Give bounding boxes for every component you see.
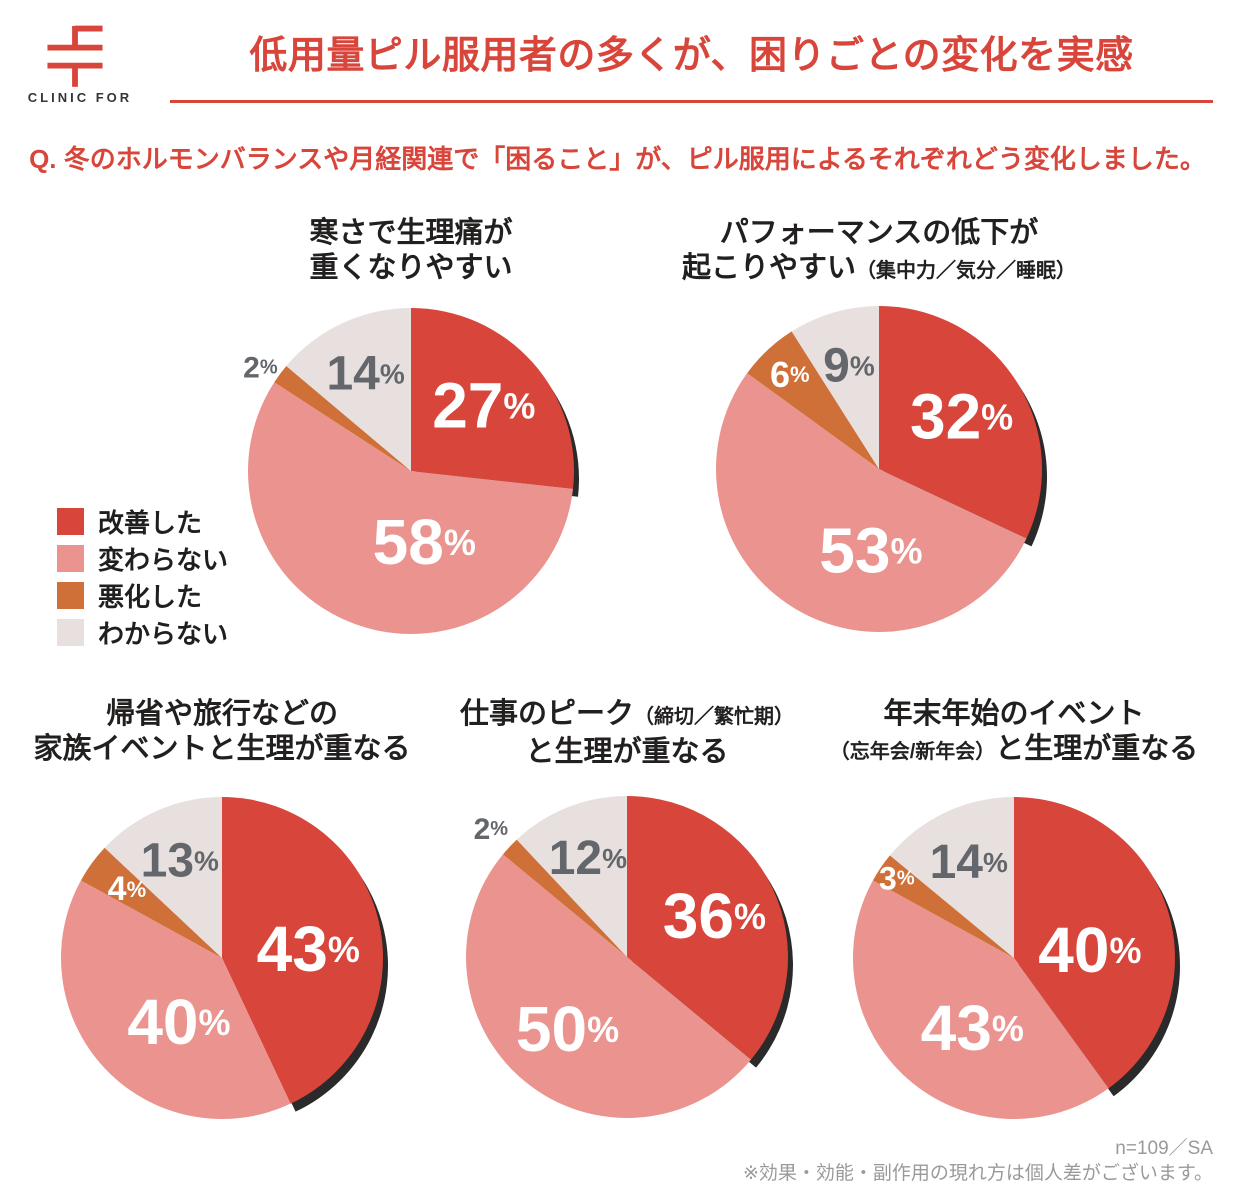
clinic-for-logo: CLINIC FOR bbox=[25, 14, 135, 109]
pie-slice-improved bbox=[1014, 797, 1175, 1089]
pie-title-text: （忘年会/新年会） bbox=[829, 741, 996, 763]
pie-slice-worsened bbox=[872, 855, 1014, 958]
legend-item-unknown: わからない bbox=[57, 614, 228, 651]
pie-slice-worsened bbox=[747, 331, 879, 469]
pie-title-text: 帰省や旅行などの bbox=[105, 698, 338, 730]
pie-value-label-worsened: 3% bbox=[879, 860, 915, 896]
pie-slice-improved bbox=[222, 797, 384, 1104]
pie-value-label-unchanged: 58% bbox=[373, 506, 476, 578]
pie-value-label-unchanged: 53% bbox=[819, 514, 922, 586]
question-text: Q. 冬のホルモンバランスや月経関連で「困ること」が、ピル服用によるそれぞれどう… bbox=[29, 144, 1206, 174]
legend-swatch-improved bbox=[57, 508, 84, 535]
pie-value-label-worsened: 6% bbox=[770, 353, 810, 394]
legend-label: 改善した bbox=[98, 508, 203, 538]
legend-item-unchanged: 変わらない bbox=[57, 540, 228, 577]
pie-slice-worsened bbox=[502, 839, 627, 957]
pie-slice-unknown bbox=[286, 308, 411, 471]
pie-slice-unchanged bbox=[852, 880, 1109, 1119]
pie-value-label-worsened: 2% bbox=[474, 813, 509, 846]
pie-value-label-improved: 36% bbox=[663, 880, 766, 952]
legend-item-improved: 改善した bbox=[57, 503, 228, 540]
pie-slice-worsened bbox=[80, 847, 222, 958]
pie-title: 帰省や旅行などの 家族イベントと生理が重なる bbox=[12, 697, 432, 767]
pie-slice-unknown bbox=[889, 797, 1014, 958]
pie-chart: 40%43% 3% 14% bbox=[852, 797, 1180, 1119]
title-underline-divider bbox=[170, 100, 1213, 103]
legend: 改善した 変わらない 悪化した わからない bbox=[57, 503, 228, 651]
pie-value-label-unknown: 12% bbox=[549, 832, 627, 885]
pie-value-label-unknown: 14% bbox=[930, 835, 1008, 888]
pie-slice-unchanged bbox=[60, 880, 291, 1119]
pie-value-label-improved: 43% bbox=[257, 913, 360, 985]
pie-title-text: 起こりやすい bbox=[681, 252, 856, 284]
pie-value-label-worsened: 4% bbox=[108, 870, 146, 908]
brand-name: CLINIC FOR bbox=[27, 90, 133, 105]
pie-title: 寒さで生理痛が 重くなりやすい bbox=[201, 216, 621, 286]
pie-value-label-worsened: 2% bbox=[243, 351, 278, 384]
page-title: 低用量ピル服用者の多くが、困りごとの変化を実感 bbox=[249, 35, 1134, 77]
legend-swatch-unchanged bbox=[57, 545, 84, 572]
pie-value-label-unchanged: 50% bbox=[516, 993, 619, 1065]
pie-value-label-improved: 27% bbox=[432, 370, 535, 442]
pie-value-label-unknown: 9% bbox=[823, 339, 875, 392]
legend-label: 変わらない bbox=[98, 545, 229, 575]
pie-chart: 27% 58% 2% 14% bbox=[243, 308, 579, 635]
pie-value-label-unknown: 13% bbox=[141, 834, 219, 887]
pie-value-label-improved: 40% bbox=[1038, 914, 1141, 986]
disclaimer-note: ※効果・効能・副作用の現れ方は個人差がございます。 bbox=[742, 1163, 1213, 1184]
legend-swatch-unknown bbox=[57, 619, 84, 646]
pie-slice-improved bbox=[879, 306, 1042, 539]
pie-slice-unknown bbox=[104, 797, 222, 958]
pie-title-text: 家族イベントと生理が重なる bbox=[33, 733, 411, 765]
pie-title-text: と生理が重なる bbox=[995, 733, 1199, 765]
pie-title-text: 重くなりやすい bbox=[309, 252, 513, 284]
legend-swatch-worsened bbox=[57, 582, 84, 609]
pie-title-text: （集中力／気分／睡眠） bbox=[856, 260, 1076, 282]
pie-title-text: 仕事のピーク bbox=[459, 698, 634, 730]
legend-label: 悪化した bbox=[98, 582, 203, 612]
pie-slice-unchanged bbox=[466, 854, 752, 1118]
pie-title: 年末年始のイベント （忘年会/新年会）と生理が重なる bbox=[804, 697, 1224, 770]
pie-slice-unchanged bbox=[716, 373, 1027, 632]
pie-value-label-improved: 32% bbox=[910, 381, 1013, 453]
legend-item-worsened: 悪化した bbox=[57, 577, 228, 614]
pie-title-text: 寒さで生理痛が bbox=[309, 217, 513, 249]
pie-value-label-unknown: 14% bbox=[326, 347, 404, 400]
clinic-for-cross-icon bbox=[47, 25, 103, 87]
pie-value-label-unchanged: 43% bbox=[921, 992, 1024, 1064]
pie-slice-improved bbox=[411, 308, 574, 489]
pie-title: パフォーマンスの低下が 起こりやすい（集中力／気分／睡眠） bbox=[669, 216, 1089, 289]
pie-title-text: パフォーマンスの低下が bbox=[719, 217, 1039, 249]
pie-chart: 32% 53% 6% 9% bbox=[716, 306, 1047, 632]
pie-slice-unknown bbox=[791, 306, 879, 469]
pie-title: 仕事のピーク（締切／繁忙期） と生理が重なる bbox=[417, 697, 837, 770]
pie-title-text: 年末年始のイベント bbox=[883, 698, 1145, 730]
pie-slice-unknown bbox=[516, 796, 627, 957]
legend-label: わからない bbox=[98, 619, 229, 649]
pie-slice-worsened bbox=[274, 366, 411, 471]
pie-title-text: と生理が重なる bbox=[525, 736, 729, 768]
pie-value-label-unchanged: 40% bbox=[127, 986, 230, 1058]
pie-slice-unchanged bbox=[247, 382, 574, 635]
pie-chart: 43% 40% 4%13% bbox=[60, 797, 389, 1119]
pie-chart: 36% 50% 2% 12% bbox=[466, 796, 794, 1118]
pie-slice-improved bbox=[627, 796, 789, 1060]
sample-size-note: n=109／SA bbox=[1115, 1138, 1213, 1159]
pie-title-text: （締切／繁忙期） bbox=[634, 706, 794, 728]
